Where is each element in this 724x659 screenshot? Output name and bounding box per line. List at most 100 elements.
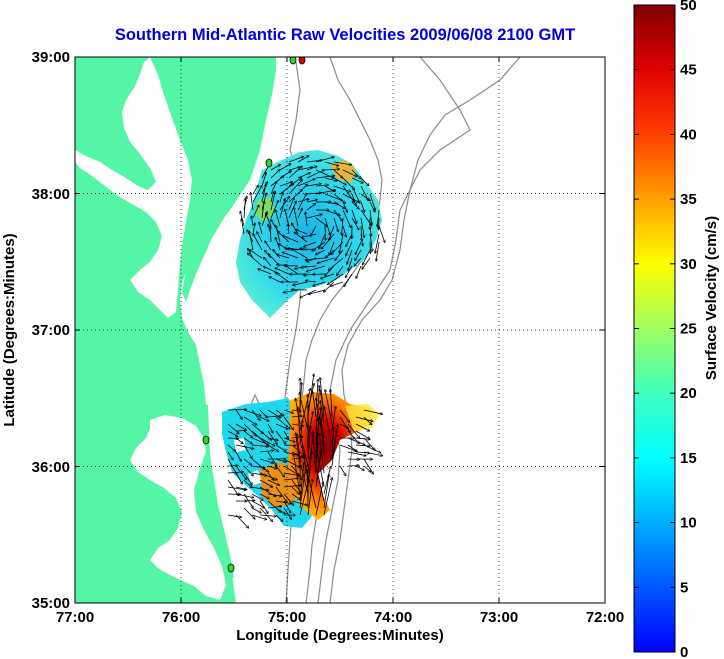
velocity-arrow	[267, 479, 280, 485]
velocity-arrow	[294, 454, 301, 495]
velocity-arrow	[265, 241, 272, 251]
velocity-arrow	[305, 212, 308, 227]
colorbar-gradient	[633, 4, 676, 653]
velocity-arrow	[360, 193, 370, 201]
velocity-arrow	[267, 465, 277, 469]
velocity-arrow	[259, 493, 269, 499]
velocity-arrow	[347, 437, 365, 445]
velocity-arrow	[315, 379, 318, 411]
velocity-arrow	[261, 201, 264, 219]
velocity-arrow	[227, 472, 244, 473]
velocity-arrow	[297, 167, 313, 171]
velocity-arrow	[275, 423, 288, 429]
velocity-arrow	[261, 184, 266, 203]
velocity-arrow	[313, 281, 326, 286]
velocity-arrow	[267, 416, 283, 417]
velocity-arrow	[306, 166, 317, 171]
velocity-arrow	[270, 226, 271, 243]
velocity-arrow	[307, 412, 313, 439]
velocity-arrow	[301, 465, 309, 495]
velocity-arrow	[307, 257, 317, 262]
velocity-arrow	[347, 249, 353, 264]
velocity-arrow	[307, 374, 314, 418]
velocity-arrow	[345, 265, 353, 278]
velocity-arrow	[362, 249, 371, 265]
velocity-arrow	[299, 420, 302, 446]
velocity-arrow	[344, 273, 353, 287]
velocity-arrow	[324, 407, 333, 446]
velocity-arrow	[307, 479, 313, 516]
velocity-arrow	[235, 486, 247, 490]
chesapeake-bay	[75, 57, 192, 318]
velocity-arrow	[363, 409, 383, 414]
velocity-arrow	[351, 209, 357, 223]
velocity-arrow	[264, 257, 272, 267]
velocity-arrow	[325, 390, 333, 425]
bathymetry-contours	[249, 57, 521, 603]
velocity-arrow	[347, 466, 359, 467]
velocity-arrow	[257, 232, 263, 243]
velocity-arrow	[299, 462, 304, 502]
velocity-arrow	[270, 191, 275, 211]
velocity-arrow	[243, 430, 253, 438]
colorbar-tick-label: 25	[680, 321, 697, 338]
velocity-arrow	[331, 430, 337, 467]
pamlico-sound	[130, 415, 226, 600]
velocity-arrow	[283, 289, 299, 293]
velocity-arrow	[331, 427, 334, 453]
velocity-arrow	[301, 265, 317, 268]
velocity-arrow	[243, 458, 252, 465]
velocity-arrow	[324, 161, 339, 166]
radar-site-marker	[202, 435, 210, 445]
velocity-arrow	[291, 493, 300, 499]
velocity-arrow	[299, 465, 306, 509]
velocity-arrow	[259, 507, 273, 521]
velocity-arrow	[315, 416, 319, 460]
velocity-arrow	[351, 169, 361, 179]
velocity-arrow	[267, 444, 279, 452]
x-tick-label: 72:00	[586, 609, 624, 626]
colorbar-tick-label: 45	[680, 62, 697, 79]
delmarva-peninsula	[182, 106, 252, 302]
velocity-arrow	[288, 180, 302, 195]
colorbar: 0 5 10 15 20 25 30 35 40 45 50 Surface Velocity (c…	[633, 0, 720, 659]
velocity-arrow	[259, 451, 274, 452]
velocity-arrow	[275, 514, 283, 521]
velocity-arrow	[243, 465, 253, 476]
x-axis-label: Longitude (Degrees:Minutes)	[236, 627, 444, 644]
velocity-arrow	[282, 235, 299, 243]
velocity-arrow	[267, 430, 277, 444]
velocity-arrow	[253, 234, 263, 251]
velocity-arrow	[291, 486, 300, 494]
velocity-arrow	[328, 257, 344, 270]
velocity-edge-north	[254, 196, 276, 222]
velocity-arrow	[261, 173, 266, 187]
colorbar-tick-label: 5	[680, 579, 688, 596]
velocity-arrow	[293, 281, 308, 285]
velocity-arrow	[283, 478, 299, 481]
velocity-arrow	[267, 472, 274, 480]
velocity-arrow	[252, 185, 258, 195]
velocity-arrow	[321, 273, 335, 279]
velocity-arrow	[342, 169, 357, 177]
velocity-arrow	[297, 193, 307, 211]
colorbar-tick-label: 20	[680, 385, 697, 402]
velocity-arrow	[351, 193, 356, 206]
velocity-arrow	[342, 209, 351, 227]
y-tick-label: 35:00	[32, 595, 70, 612]
velocity-arrow	[324, 193, 343, 201]
velocity-arrow	[315, 461, 325, 502]
velocity-arrow	[363, 416, 372, 425]
velocity-arrow	[279, 182, 293, 187]
velocity-arrow	[283, 409, 293, 413]
velocity-arrow	[235, 451, 241, 461]
velocity-arrow	[259, 416, 269, 421]
velocity-arrow	[305, 281, 317, 282]
velocity-arrow	[320, 408, 325, 446]
velocity-arrow	[247, 253, 263, 267]
velocity-arrow	[331, 390, 333, 418]
colorbar-tick-label: 30	[680, 256, 697, 273]
velocity-arrow	[267, 500, 281, 512]
y-tick-label: 37:00	[32, 322, 70, 339]
